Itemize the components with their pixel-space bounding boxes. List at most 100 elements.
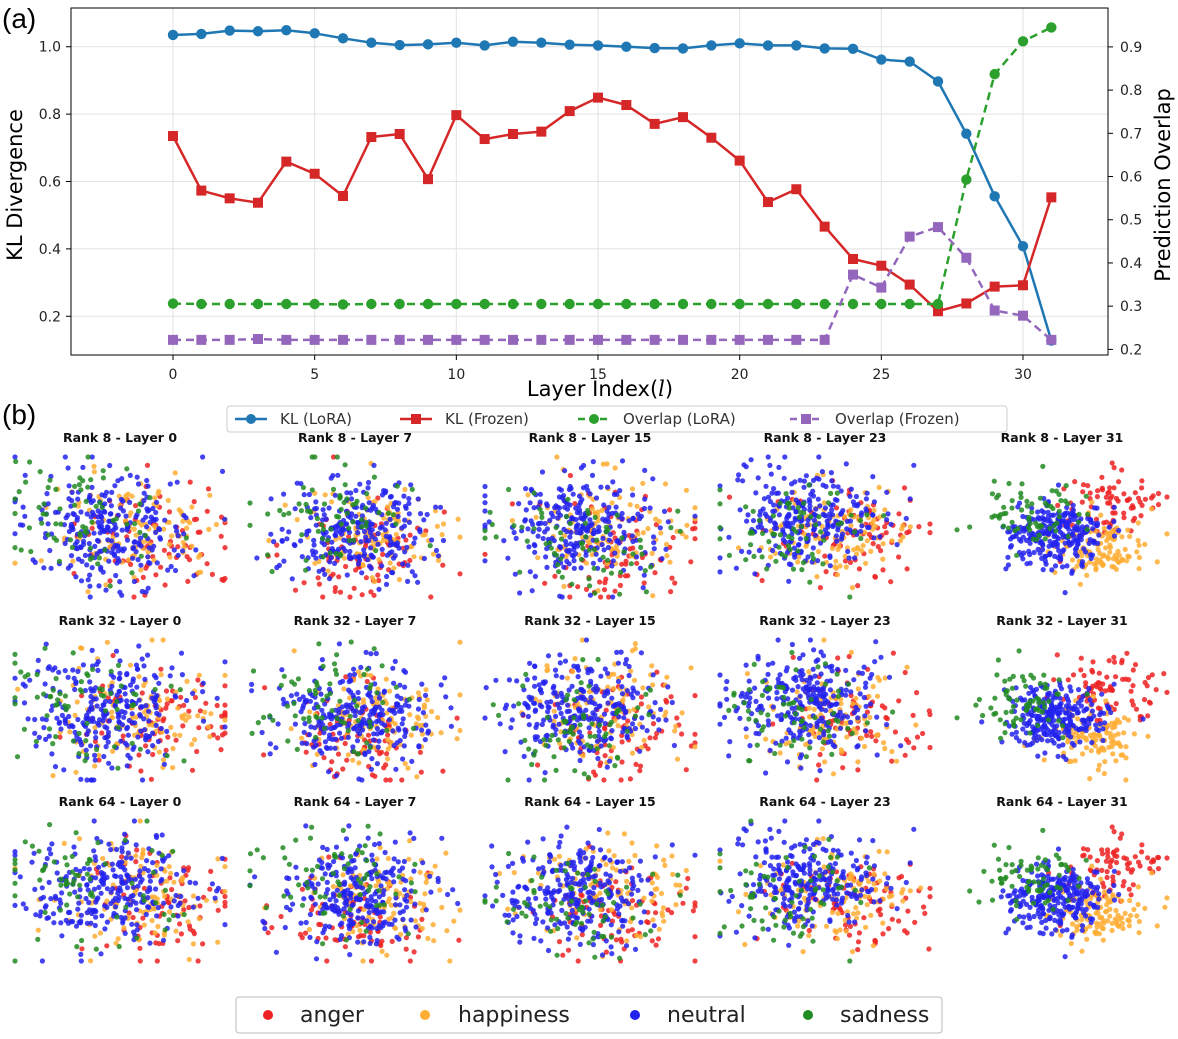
data-point-overlap-lora <box>196 298 207 310</box>
point-sadness <box>177 687 183 693</box>
point-sadness <box>309 487 315 493</box>
point-neutral <box>382 527 388 533</box>
point-anger <box>1139 478 1145 484</box>
x-tick-label: 5 <box>310 367 319 383</box>
data-point-overlap-frozen <box>423 334 433 345</box>
point-happiness <box>1164 531 1170 537</box>
point-sadness <box>1006 480 1012 487</box>
point-neutral <box>115 548 121 554</box>
point-neutral <box>103 744 109 750</box>
point-neutral <box>307 698 313 704</box>
point-happiness <box>848 523 854 529</box>
point-sadness <box>21 726 27 732</box>
point-anger <box>203 700 209 706</box>
point-neutral <box>99 514 105 521</box>
point-happiness <box>125 491 131 497</box>
data-point-kl-frozen <box>734 155 745 166</box>
point-anger <box>1116 479 1122 485</box>
point-sadness <box>582 520 589 526</box>
point-sadness <box>526 746 532 752</box>
point-neutral <box>532 700 538 706</box>
point-happiness <box>282 502 288 508</box>
point-neutral <box>139 704 145 710</box>
point-happiness <box>183 717 189 723</box>
point-happiness <box>196 672 202 678</box>
point-sadness <box>796 705 802 711</box>
point-neutral <box>281 558 287 564</box>
point-anger <box>669 575 675 581</box>
point-neutral <box>573 551 579 557</box>
point-neutral <box>322 571 328 578</box>
point-neutral <box>799 667 805 674</box>
point-sadness <box>825 500 832 506</box>
point-neutral <box>763 770 769 776</box>
point-neutral <box>35 657 41 664</box>
point-neutral <box>347 548 353 555</box>
point-sadness <box>41 501 47 507</box>
point-neutral <box>1116 527 1122 534</box>
point-neutral <box>614 649 620 656</box>
point-sadness <box>565 496 571 502</box>
point-neutral <box>393 766 399 772</box>
point-happiness <box>78 645 84 651</box>
point-happiness <box>440 521 447 527</box>
point-anger <box>902 752 908 758</box>
point-anger <box>674 715 680 721</box>
point-happiness <box>435 715 441 721</box>
point-neutral <box>214 695 220 701</box>
x-tick-label: 20 <box>731 367 749 383</box>
point-sadness <box>88 477 94 483</box>
point-neutral <box>735 477 741 483</box>
point-anger <box>1072 479 1078 485</box>
data-point-kl-frozen <box>678 112 688 123</box>
point-sadness <box>746 687 752 693</box>
point-neutral <box>482 715 488 721</box>
point-neutral <box>313 522 319 528</box>
point-neutral <box>1005 554 1011 560</box>
point-sadness <box>363 519 369 526</box>
point-neutral <box>103 587 109 593</box>
point-sadness <box>820 561 826 567</box>
data-point-overlap-lora <box>422 298 434 310</box>
point-happiness <box>632 646 638 652</box>
point-neutral <box>797 536 804 542</box>
point-sadness <box>1015 526 1021 532</box>
data-point-overlap-frozen <box>536 334 547 345</box>
point-neutral <box>294 691 300 697</box>
point-neutral <box>375 541 381 547</box>
point-neutral <box>755 653 761 659</box>
point-neutral <box>115 556 121 562</box>
point-neutral <box>559 674 565 680</box>
point-neutral <box>795 542 802 548</box>
point-happiness <box>129 493 135 499</box>
point-neutral <box>862 684 869 690</box>
point-happiness <box>1077 581 1083 587</box>
point-neutral <box>551 538 557 544</box>
point-happiness <box>432 508 439 514</box>
point-sadness <box>319 715 325 721</box>
point-neutral <box>527 660 533 666</box>
point-neutral <box>25 716 31 722</box>
point-neutral <box>381 689 387 695</box>
point-neutral <box>124 742 130 748</box>
point-neutral <box>750 518 757 524</box>
point-neutral <box>337 529 343 535</box>
point-anger <box>332 585 338 591</box>
data-point-kl-lora <box>479 40 490 51</box>
point-neutral <box>42 681 48 687</box>
point-neutral <box>637 748 643 754</box>
point-sadness <box>330 486 337 492</box>
legend-marker-kl-lora <box>246 414 256 424</box>
point-neutral <box>65 465 71 471</box>
point-neutral <box>32 559 38 566</box>
point-sadness <box>12 695 18 701</box>
legend-label-kl-lora: KL (LoRA) <box>280 410 352 428</box>
point-neutral <box>624 735 630 741</box>
point-neutral <box>746 549 752 555</box>
point-neutral <box>597 703 603 709</box>
point-neutral <box>834 497 840 503</box>
point-happiness <box>312 560 318 566</box>
point-happiness <box>673 723 679 729</box>
point-anger <box>637 763 644 769</box>
point-neutral <box>139 777 146 783</box>
